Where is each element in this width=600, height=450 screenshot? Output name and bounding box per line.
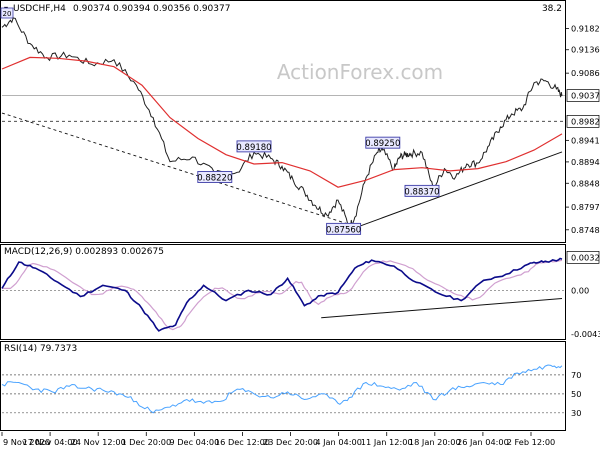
tag-layer: 0.89180 0.88220 0.89250 0.88370 0.87560: [197, 136, 440, 235]
rsi-tick-label: 50: [571, 389, 581, 399]
macd-title: MACD(12,26,9) 0.002893 0.002675: [4, 247, 164, 257]
corner-tag-box: [0, 7, 14, 19]
macd-tick-label: -0.004316: [571, 329, 600, 339]
macd-signal-line: [2, 259, 563, 331]
x-tick-label: 1 Dec 20:00: [121, 437, 171, 447]
header-ohlc: 0.90374 0.90394 0.90356 0.90377: [73, 4, 230, 14]
rsi-layer: [1, 364, 563, 414]
price-annotation-label: 0.88370: [404, 187, 439, 197]
rsi-panel: [0, 341, 566, 431]
price-annotation-label: 0.87560: [326, 225, 361, 235]
y-tick-label: 0.88484: [571, 178, 600, 188]
downtrend-line: [1, 112, 361, 229]
x-tick-label: 17 Nov 04:00: [22, 437, 77, 447]
y-tick-label: 0.88945: [571, 157, 600, 167]
price-highlight-box: [566, 115, 600, 128]
macd-tick-label: 0.003269: [571, 252, 600, 262]
rsi-line: [1, 364, 563, 414]
x-tick-label: 11 Jan 12:00: [361, 437, 413, 447]
rsi-tick-label: 70: [571, 370, 581, 380]
x-tick-label: 24 Nov 12:00: [71, 437, 126, 447]
uptrend-line: [354, 151, 563, 229]
price-panel: [0, 0, 566, 243]
x-tick-label: 18 Jan 20:00: [409, 437, 461, 447]
x-tick-label: 9 Nov 2020: [3, 437, 50, 447]
price-annotation-box: [404, 184, 440, 197]
price-annotation-box: [236, 140, 272, 153]
price-annotation-box: [365, 136, 401, 149]
price-annotation-label: 0.89180: [236, 143, 271, 153]
macd-trend-line: [321, 298, 563, 319]
price-annotation-label: 0.89250: [365, 139, 400, 149]
x-tick-label: 9 Dec 04:00: [169, 437, 219, 447]
moving-average-line: [1, 56, 563, 188]
rsi-title: RSI(14) 79.7373: [4, 344, 77, 354]
grid-layer: [1, 95, 565, 414]
corner-tag: 20: [3, 10, 12, 18]
header-right-value: 38.2: [542, 4, 562, 14]
macd-highlight-box: [566, 251, 600, 264]
rsi-tick-label: 30: [571, 408, 581, 418]
x-tick-label: 23 Dec 20:00: [263, 437, 318, 447]
price-annotation-box: [197, 171, 233, 183]
y-tick-label: 0.91365: [571, 45, 600, 55]
price-annotation-box: [326, 222, 362, 235]
x-tick-label: 4 Jan 04:00: [315, 437, 362, 447]
y-tick-label: 0.90377: [571, 91, 600, 101]
price-highlight-box: [566, 89, 600, 102]
x-tick-label: 16 Dec 12:00: [215, 437, 270, 447]
x-tick-label: 2 Feb 12:00: [507, 437, 556, 447]
macd-tick-label: 0.00: [571, 285, 589, 295]
header-symbol: USDCHF,H4: [13, 4, 66, 14]
watermark: ActionForex.com: [277, 60, 443, 84]
price-annotation-label: 0.88220: [197, 173, 232, 183]
macd-layer: [1, 257, 563, 332]
macd-line: [1, 257, 563, 332]
x-tick-label: 26 Jan 04:00: [457, 437, 509, 447]
y-tick-label: 0.91825: [571, 23, 600, 33]
